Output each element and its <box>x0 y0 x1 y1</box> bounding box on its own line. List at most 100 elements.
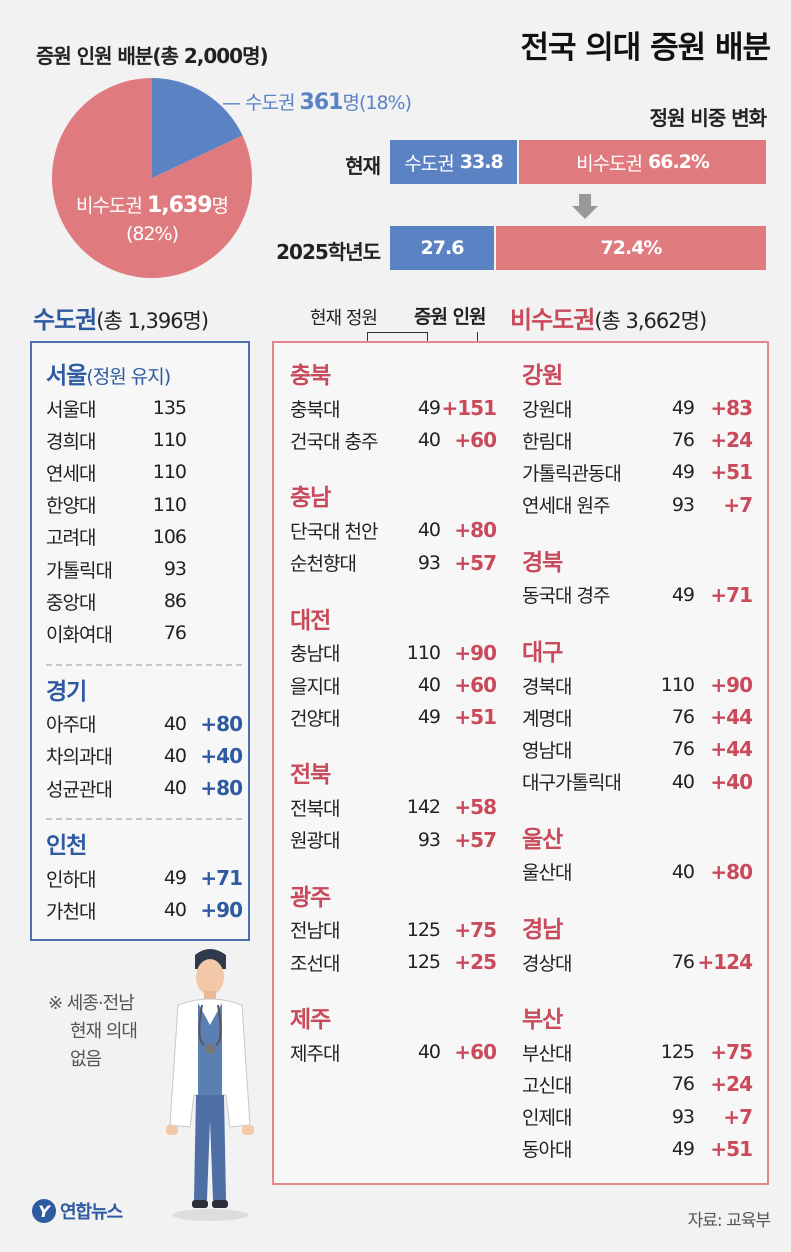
current-quota: 76 <box>671 738 695 761</box>
pie-non-prefix: 비수도권 <box>75 195 147 217</box>
school-row: 동아대 49 +51 <box>522 1133 753 1165</box>
quota-increase: +71 <box>200 866 243 891</box>
quota-increase: +24 <box>710 428 753 453</box>
current-quota: 135 <box>152 397 187 419</box>
school-name: 충북대 <box>290 398 340 421</box>
group-divider <box>46 663 242 666</box>
school-row: 울산대 40 +80 <box>522 856 753 888</box>
quota-increase: +40 <box>710 769 753 794</box>
quota-increase: +25 <box>454 950 497 974</box>
group-name: 충남 <box>290 478 331 512</box>
quota-increase: +90 <box>454 640 497 665</box>
group-name: 부산 <box>522 1000 563 1034</box>
group-name-text: 경북 <box>522 549 563 576</box>
quota-increase: +60 <box>454 428 497 453</box>
quota-increase: +7 <box>723 1104 753 1129</box>
current-quota: 40 <box>417 519 441 542</box>
school-name: 인하대 <box>46 868 96 891</box>
quota-increase: +7 <box>723 492 753 517</box>
school-name: 아주대 <box>46 714 96 737</box>
ratio-bar-2025-non-value: 72.4% <box>600 237 663 259</box>
logo-text: 연합뉴스 <box>60 1202 123 1223</box>
school-name: 단국대 천안 <box>290 520 378 543</box>
school-row: 부산대 125 +75 <box>522 1036 753 1068</box>
quota-increase: +90 <box>710 673 753 697</box>
current-quota: 110 <box>152 493 187 516</box>
group-name-text: 충북 <box>290 363 331 389</box>
current-quota: 49 <box>671 461 695 484</box>
quota-increase: +60 <box>454 673 497 697</box>
school-row: 아주대 40 +80 <box>46 708 243 740</box>
school-row: 영남대 76 +44 <box>522 733 753 765</box>
ratio-bar-current-non-name: 비수도권 <box>576 152 643 175</box>
pie-metro-dash: — <box>222 92 246 114</box>
quota-increase: +44 <box>710 737 753 762</box>
group-name-text: 인천 <box>46 833 87 860</box>
current-quota: 93 <box>671 1105 695 1128</box>
group-name: 전북 <box>290 755 331 789</box>
school-row: 가톨릭관동대 49 +51 <box>522 456 753 488</box>
current-quota: 40 <box>163 899 187 922</box>
school-name: 전남대 <box>290 920 340 943</box>
current-quota: 93 <box>417 551 441 574</box>
metro-header: 수도권(총 1,396명) <box>33 300 209 335</box>
school-row: 경북대 110 +90 <box>522 669 753 701</box>
school-name: 가톨릭대 <box>46 559 113 582</box>
group-name: 대구 <box>522 633 563 667</box>
school-name: 연세대 <box>46 462 96 485</box>
school-row: 경상대 76 +124 <box>522 946 753 978</box>
school-name: 대구가톨릭대 <box>522 772 622 795</box>
school-name: 이화여대 <box>46 623 113 646</box>
current-quota: 76 <box>671 951 695 973</box>
main-title: 전국 의대 증원 배분 <box>520 30 771 66</box>
current-quota: 110 <box>152 461 187 484</box>
school-name: 원광대 <box>290 830 340 853</box>
school-name: 을지대 <box>290 675 340 698</box>
school-name: 중앙대 <box>46 591 96 614</box>
quota-increase: +80 <box>200 776 243 800</box>
group-name-text: 부산 <box>522 1007 563 1034</box>
current-quota: 76 <box>163 622 187 645</box>
quota-increase: +51 <box>710 1136 753 1161</box>
ratio-bar-2025-metro-value: 27.6 <box>420 237 465 259</box>
school-name: 경북대 <box>522 675 572 698</box>
non-metro-header-name: 비수도권 <box>510 306 595 334</box>
group-name-text: 대구 <box>522 640 563 666</box>
school-name: 강원대 <box>522 398 572 421</box>
pie-non-count: 1,639 <box>146 193 213 218</box>
non-metro-box <box>272 341 769 1185</box>
ratio-row-label-2025: 2025학년도 <box>276 240 381 264</box>
school-name: 고려대 <box>46 527 96 550</box>
metro-box <box>30 341 250 941</box>
current-quota: 49 <box>417 397 441 419</box>
school-row: 연세대 110 <box>46 456 242 488</box>
current-quota: 49 <box>671 583 695 606</box>
pie-metro-suffix: 명(18%) <box>342 92 412 114</box>
school-row: 한양대 110 <box>46 489 242 521</box>
note: ※ 세종·전남 현재 의대 없음 <box>48 990 138 1074</box>
school-name: 한양대 <box>46 495 96 518</box>
current-quota: 106 <box>152 525 187 548</box>
group-name-text: 광주 <box>290 884 331 911</box>
school-name: 차의과대 <box>46 746 113 769</box>
current-quota: 76 <box>671 1073 695 1096</box>
pie-slice-non-metro <box>52 78 252 278</box>
school-row: 단국대 천안 40 +80 <box>290 514 497 546</box>
school-name: 동아대 <box>522 1139 572 1162</box>
school-row: 강원대 49 +83 <box>522 392 753 424</box>
quota-increase: +57 <box>454 827 497 852</box>
school-row: 건국대 충주 40 +60 <box>290 424 497 456</box>
school-name: 연세대 원주 <box>522 495 610 518</box>
ratio-bar-current-metro-name: 수도권 <box>404 152 454 175</box>
school-row: 고려대 106 <box>46 521 242 553</box>
group-name-text: 강원 <box>522 363 563 389</box>
group-name-text: 대전 <box>290 607 331 634</box>
pie-title: 증원 인원 배분(총 2,000명) <box>36 44 269 68</box>
current-quota: 40 <box>417 1041 441 1064</box>
quota-increase: +57 <box>454 550 497 575</box>
school-name: 고신대 <box>522 1074 572 1097</box>
group-name: 제주 <box>290 1000 331 1034</box>
group-name: 울산 <box>522 820 563 854</box>
group-name: 경남 <box>522 910 563 944</box>
ratio-bar-current-metro: 수도권 33.8 <box>390 140 517 184</box>
